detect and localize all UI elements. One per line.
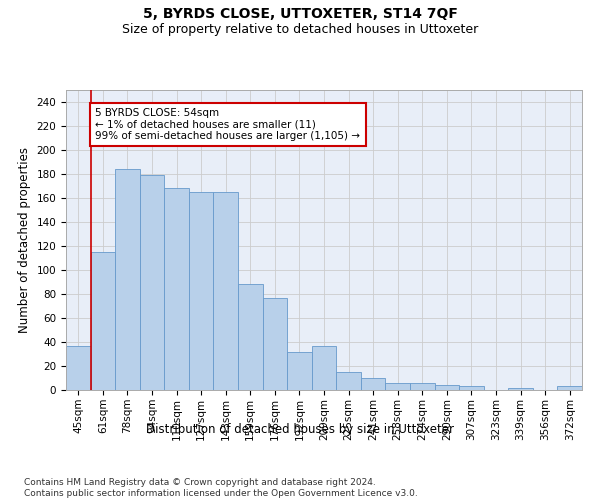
Bar: [263, 298, 287, 390]
Bar: [385, 383, 410, 390]
Text: 5 BYRDS CLOSE: 54sqm
← 1% of detached houses are smaller (11)
99% of semi-detach: 5 BYRDS CLOSE: 54sqm ← 1% of detached ho…: [95, 108, 361, 141]
Bar: [336, 372, 361, 390]
Bar: [287, 352, 312, 390]
Bar: [91, 252, 115, 390]
Text: Distribution of detached houses by size in Uttoxeter: Distribution of detached houses by size …: [146, 422, 454, 436]
Text: 5, BYRDS CLOSE, UTTOXETER, ST14 7QF: 5, BYRDS CLOSE, UTTOXETER, ST14 7QF: [143, 8, 457, 22]
Bar: [140, 175, 164, 390]
Bar: [361, 378, 385, 390]
Bar: [164, 188, 189, 390]
Text: Size of property relative to detached houses in Uttoxeter: Size of property relative to detached ho…: [122, 22, 478, 36]
Bar: [115, 169, 140, 390]
Text: Contains HM Land Registry data © Crown copyright and database right 2024.
Contai: Contains HM Land Registry data © Crown c…: [24, 478, 418, 498]
Bar: [410, 383, 434, 390]
Bar: [434, 385, 459, 390]
Bar: [66, 346, 91, 390]
Bar: [238, 284, 263, 390]
Bar: [189, 192, 214, 390]
Y-axis label: Number of detached properties: Number of detached properties: [18, 147, 31, 333]
Bar: [508, 388, 533, 390]
Bar: [459, 386, 484, 390]
Bar: [557, 386, 582, 390]
Bar: [214, 192, 238, 390]
Bar: [312, 346, 336, 390]
